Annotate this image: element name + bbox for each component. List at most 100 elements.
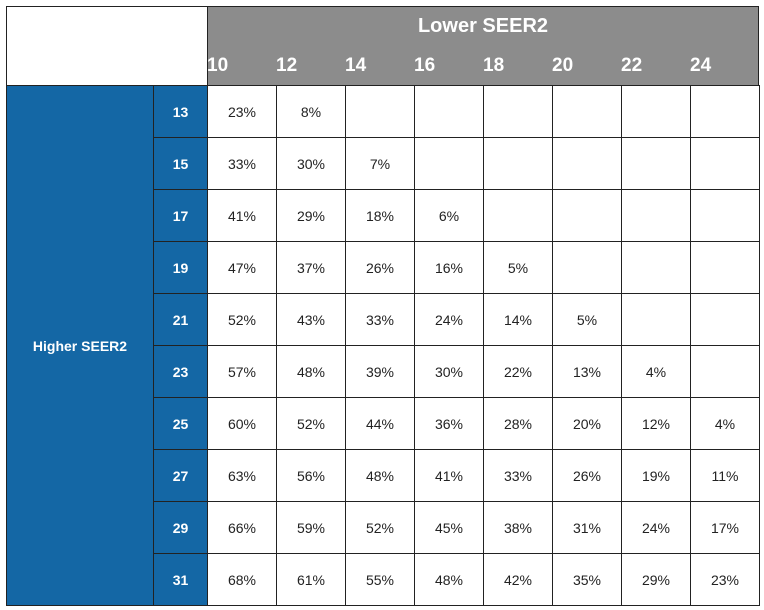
empty-cell <box>552 241 622 294</box>
cell: 66% <box>207 501 277 554</box>
cell: 30% <box>276 137 346 190</box>
cell: 41% <box>414 449 484 502</box>
cell: 43% <box>276 293 346 346</box>
empty-cell <box>621 293 691 346</box>
cell: 13% <box>552 345 622 398</box>
empty-cell <box>552 85 622 138</box>
cell: 33% <box>483 449 553 502</box>
cell: 47% <box>207 241 277 294</box>
cell: 29% <box>621 553 691 606</box>
row-label: 23 <box>153 345 208 398</box>
empty-cell <box>690 85 760 138</box>
cell: 6% <box>414 189 484 242</box>
cell: 52% <box>276 397 346 450</box>
cell: 5% <box>483 241 553 294</box>
empty-cell <box>552 137 622 190</box>
cell: 19% <box>621 449 691 502</box>
cell: 35% <box>552 553 622 606</box>
row-label: 13 <box>153 85 208 138</box>
row-label: 29 <box>153 501 208 554</box>
empty-cell <box>414 85 484 138</box>
cell: 4% <box>690 397 760 450</box>
cell: 14% <box>483 293 553 346</box>
empty-cell <box>690 345 760 398</box>
cell: 24% <box>414 293 484 346</box>
cell: 56% <box>276 449 346 502</box>
column-header: Lower SEER2 <box>417 14 549 37</box>
row-label: 17 <box>153 189 208 242</box>
row-label: 27 <box>153 449 208 502</box>
cell: 36% <box>414 397 484 450</box>
empty-cell <box>483 189 553 242</box>
row-header: Higher SEER2 <box>6 85 154 606</box>
row-label: 21 <box>153 293 208 346</box>
cell: 11% <box>690 449 760 502</box>
empty-cell <box>621 137 691 190</box>
empty-cell <box>621 85 691 138</box>
cell: 63% <box>207 449 277 502</box>
cell: 37% <box>276 241 346 294</box>
column-label: 22 <box>621 55 643 76</box>
cell: 18% <box>345 189 415 242</box>
cell: 30% <box>414 345 484 398</box>
column-label: 18 <box>483 55 505 76</box>
cell: 55% <box>345 553 415 606</box>
cell: 48% <box>345 449 415 502</box>
cell: 60% <box>207 397 277 450</box>
cell: 33% <box>207 137 277 190</box>
cell: 33% <box>345 293 415 346</box>
cell: 7% <box>345 137 415 190</box>
column-label: 20 <box>552 55 574 76</box>
column-label: 14 <box>345 55 367 76</box>
cell: 28% <box>483 397 553 450</box>
cell: 48% <box>276 345 346 398</box>
empty-cell <box>690 241 760 294</box>
cell: 23% <box>690 553 760 606</box>
empty-cell <box>552 189 622 242</box>
cell: 12% <box>621 397 691 450</box>
cell: 22% <box>483 345 553 398</box>
cell: 41% <box>207 189 277 242</box>
cell: 31% <box>552 501 622 554</box>
cell: 68% <box>207 553 277 606</box>
cell: 29% <box>276 189 346 242</box>
empty-cell <box>345 85 415 138</box>
column-label: 16 <box>414 55 436 76</box>
cell: 20% <box>552 397 622 450</box>
cell: 23% <box>207 85 277 138</box>
cell: 39% <box>345 345 415 398</box>
cell: 45% <box>414 501 484 554</box>
cell: 24% <box>621 501 691 554</box>
column-label: 12 <box>276 55 298 76</box>
cell: 38% <box>483 501 553 554</box>
empty-cell <box>483 137 553 190</box>
empty-cell <box>621 241 691 294</box>
cell: 17% <box>690 501 760 554</box>
row-label: 25 <box>153 397 208 450</box>
cell: 4% <box>621 345 691 398</box>
empty-cell <box>621 189 691 242</box>
cell: 26% <box>345 241 415 294</box>
column-label: 10 <box>207 55 229 76</box>
empty-cell <box>690 189 760 242</box>
top-left-blank <box>6 6 208 86</box>
row-label: 15 <box>153 137 208 190</box>
cell: 57% <box>207 345 277 398</box>
empty-cell <box>690 293 760 346</box>
column-label: 24 <box>690 55 712 76</box>
empty-cell <box>483 85 553 138</box>
cell: 5% <box>552 293 622 346</box>
row-label: 19 <box>153 241 208 294</box>
cell: 61% <box>276 553 346 606</box>
cell: 52% <box>345 501 415 554</box>
cell: 16% <box>414 241 484 294</box>
cell: 8% <box>276 85 346 138</box>
cell: 42% <box>483 553 553 606</box>
cell: 26% <box>552 449 622 502</box>
cell: 44% <box>345 397 415 450</box>
cell: 48% <box>414 553 484 606</box>
empty-cell <box>690 137 760 190</box>
cell: 59% <box>276 501 346 554</box>
column-header-band <box>207 6 759 86</box>
